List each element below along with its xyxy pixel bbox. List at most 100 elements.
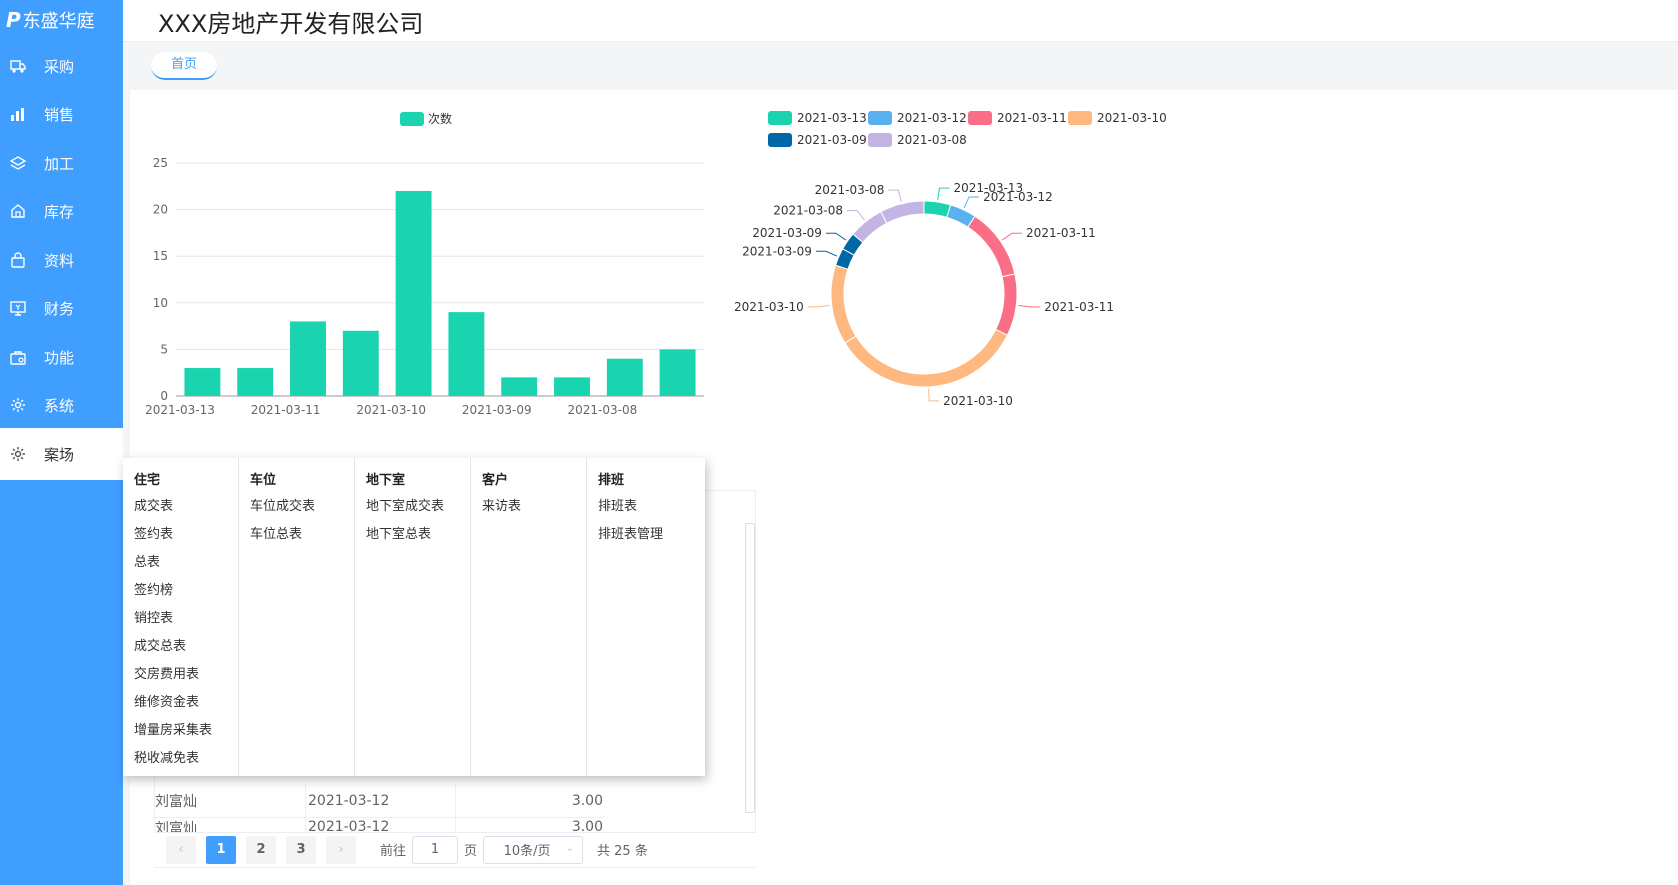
sidebar-item-label: 销售 bbox=[44, 105, 75, 124]
table-row[interactable]: 刘富灿 2021-03-12 3.00 bbox=[155, 784, 605, 818]
page-size-value: 10条/页 bbox=[503, 844, 551, 859]
case-site-dropdown-menu: 住宅 成交表 签约表 总表 签约榜 销控表 成交总表 交房费用表 维修资金表 增量房采集表 税收减免… bbox=[123, 458, 705, 776]
sidebar-item-label: 库存 bbox=[44, 202, 75, 221]
sidebar-item-label: 系统 bbox=[44, 396, 75, 415]
page-size-select[interactable]: 10条/页 ⌄ bbox=[483, 835, 584, 864]
dropdown-link[interactable]: 签约榜 bbox=[134, 583, 174, 598]
donut-chart: 2021-03-13 2021-03-12 2021-03-11 2021-03-10… bbox=[734, 111, 1167, 408]
dropdown-link[interactable]: 税收减免表 bbox=[134, 751, 200, 766]
sidebar-item-label: 财务 bbox=[44, 299, 75, 318]
bar bbox=[237, 368, 274, 396]
monitor-icon bbox=[10, 300, 26, 316]
sidebar-item-1[interactable]: 采购 bbox=[0, 40, 123, 92]
bar bbox=[290, 321, 326, 396]
dropdown-link[interactable]: 排班表管理 bbox=[598, 527, 664, 542]
briefcase-icon bbox=[10, 349, 26, 365]
leader-line bbox=[807, 304, 830, 308]
dropdown-column: 车位车位成交表车位总表 bbox=[239, 458, 355, 776]
dropdown-column: 住宅 成交表 签约表 总表 签约榜 销控表 成交总表 交房费用表 维修资金表 增量房采集表 税收减免… bbox=[123, 458, 239, 776]
dropdown-link[interactable]: 地下室总表 bbox=[366, 527, 432, 542]
x-tick-label: 2021-03-11 bbox=[251, 403, 321, 417]
table-cell-date: 2021-03-12 bbox=[305, 784, 455, 817]
logo-mark: P bbox=[6, 8, 21, 32]
legend-label: 2021-03-08 bbox=[897, 133, 967, 147]
prev-page-button[interactable]: ‹ bbox=[166, 835, 196, 864]
leader-line bbox=[825, 232, 847, 241]
bar bbox=[659, 349, 696, 396]
sidebar-item-6[interactable]: 财务 bbox=[0, 282, 123, 334]
bar bbox=[554, 377, 590, 396]
header: XXX房地产开发有限公司 bbox=[123, 0, 1678, 42]
sidebar-item-9[interactable]: 案场 bbox=[0, 428, 123, 480]
total-count: 共 25 条 bbox=[597, 844, 648, 859]
bar bbox=[501, 377, 538, 396]
pagination: ‹ 1 2 3 › 前往 1 页 10条/页 ⌄ 共 25 条 bbox=[154, 832, 756, 866]
legend-label: 2021-03-09 bbox=[797, 133, 867, 147]
truck-icon bbox=[10, 58, 26, 74]
dropdown-link[interactable]: 增量房采集表 bbox=[134, 723, 213, 738]
sidebar-item-3[interactable]: 加工 bbox=[0, 137, 123, 189]
tab-home[interactable]: 首页 bbox=[151, 52, 218, 80]
y-tick-label: 10 bbox=[153, 296, 168, 310]
dropdown-column: 排班排班表排班表管理 bbox=[587, 458, 703, 776]
dropdown-link[interactable]: 签约表 bbox=[134, 527, 174, 542]
goto-suffix: 页 bbox=[464, 844, 478, 859]
legend-swatch bbox=[768, 111, 792, 125]
dropdown-link[interactable]: 成交总表 bbox=[134, 639, 187, 654]
y-tick-label: 20 bbox=[153, 203, 168, 217]
y-tick-label: 15 bbox=[153, 249, 168, 263]
dropdown-link[interactable]: 车位成交表 bbox=[250, 499, 316, 514]
dropdown-link[interactable]: 交房费用表 bbox=[134, 667, 200, 682]
slice-label: 2021-03-09 bbox=[742, 244, 812, 258]
dropdown-link[interactable]: 成交表 bbox=[134, 499, 174, 514]
sidebar-item-label: 采购 bbox=[44, 57, 75, 76]
page-button-1[interactable]: 1 bbox=[206, 835, 236, 864]
dropdown-link[interactable]: 维修资金表 bbox=[134, 695, 200, 710]
leader-line bbox=[1001, 232, 1023, 241]
bar bbox=[342, 330, 379, 396]
sidebar-item-8[interactable]: 系统 bbox=[0, 379, 123, 431]
dropdown-link[interactable]: 排班表 bbox=[598, 499, 638, 514]
donut-slice bbox=[995, 273, 1018, 336]
bar-chart: 次数 0 5 10 15 20 25 2021-03-13 2021-03-11 2021-03-… bbox=[145, 111, 704, 417]
page-button-2[interactable]: 2 bbox=[246, 835, 276, 864]
dropdown-link[interactable]: 地下室成交表 bbox=[366, 499, 445, 514]
sidebar-item-2[interactable]: 销售 bbox=[0, 88, 123, 140]
dropdown-link[interactable]: 销控表 bbox=[134, 611, 174, 626]
leader-line bbox=[846, 210, 865, 221]
bar bbox=[395, 190, 432, 396]
x-tick-label: 2021-03-09 bbox=[462, 403, 532, 417]
goto-label: 前往 bbox=[380, 844, 407, 859]
slice-label: 2021-03-10 bbox=[734, 300, 804, 314]
bar bbox=[448, 312, 485, 396]
table-cell-name: 刘富灿 bbox=[155, 793, 197, 810]
legend-swatch bbox=[400, 112, 424, 126]
slice-label: 2021-03-12 bbox=[983, 190, 1053, 204]
leader-line bbox=[963, 196, 980, 209]
logo-text: 东盛华庭 bbox=[22, 11, 95, 32]
x-tick-label: 2021-03-08 bbox=[568, 403, 638, 417]
legend-swatch bbox=[868, 133, 892, 147]
sidebar-item-label: 功能 bbox=[44, 348, 75, 367]
goto-page-input[interactable]: 1 bbox=[412, 835, 459, 864]
page-button-3[interactable]: 3 bbox=[286, 835, 316, 864]
dropdown-column-title: 排班 bbox=[598, 473, 625, 488]
dropdown-column-title: 车位 bbox=[250, 473, 277, 488]
layers-icon bbox=[10, 155, 26, 171]
next-page-button[interactable]: › bbox=[326, 835, 356, 864]
sidebar-item-5[interactable]: 资料 bbox=[0, 234, 123, 286]
table-scrollbar[interactable] bbox=[745, 523, 755, 813]
page-title: XXX房地产开发有限公司 bbox=[158, 10, 424, 38]
slice-label: 2021-03-13 bbox=[953, 181, 1023, 195]
legend-label: 2021-03-10 bbox=[1097, 111, 1167, 125]
dropdown-link[interactable]: 车位总表 bbox=[250, 527, 303, 542]
home-icon bbox=[10, 203, 26, 219]
gear-icon bbox=[10, 446, 26, 462]
sidebar-item-4[interactable]: 库存 bbox=[0, 185, 123, 237]
leader-line bbox=[928, 388, 940, 402]
dropdown-column: 客户 来访表 bbox=[471, 458, 587, 776]
dropdown-link[interactable]: 来访表 bbox=[482, 499, 522, 514]
donut-slice bbox=[880, 200, 925, 224]
dropdown-link[interactable]: 总表 bbox=[134, 555, 161, 570]
sidebar-item-7[interactable]: 功能 bbox=[0, 331, 123, 383]
